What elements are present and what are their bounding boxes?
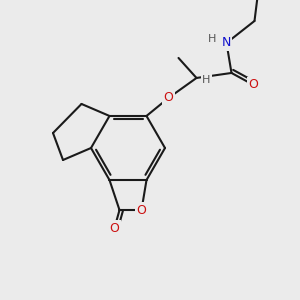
Text: O: O [136,203,146,217]
Text: O: O [110,221,119,235]
Text: N: N [222,37,231,50]
Text: H: H [208,34,217,44]
Text: O: O [164,92,173,104]
Text: O: O [249,79,258,92]
Text: H: H [202,75,211,85]
